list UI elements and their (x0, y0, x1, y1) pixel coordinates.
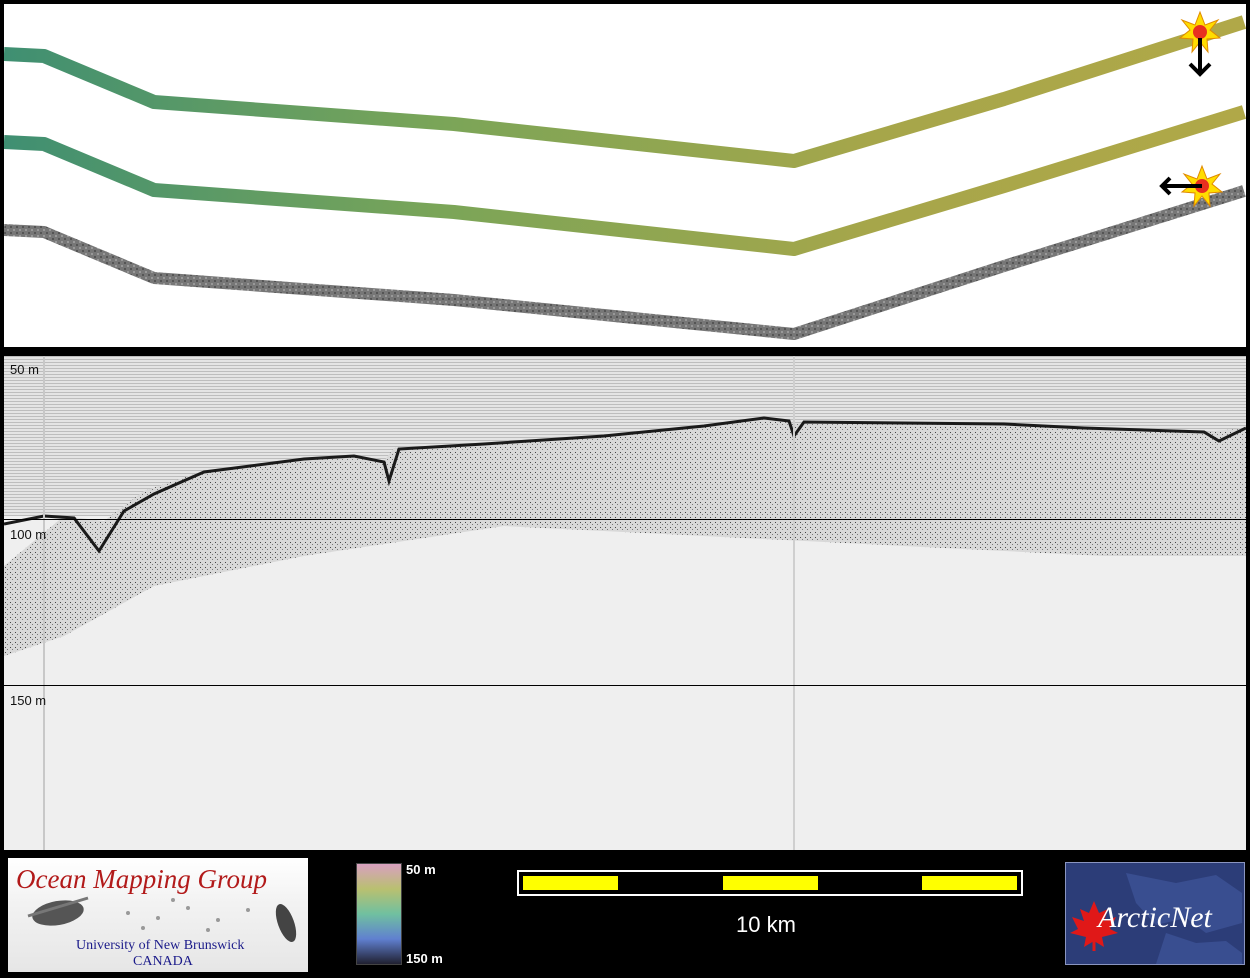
plan-view-tracks (4, 10, 1246, 340)
colorbar-bottom-label: 150 m (406, 951, 443, 966)
scale-bar (517, 870, 1023, 896)
plan-view-panel (4, 4, 1246, 347)
logo-subtitle-2: CANADA (133, 954, 193, 969)
profile-image (4, 356, 1246, 850)
depth-label-100: 100 m (10, 527, 47, 542)
arrow-down-icon (1188, 38, 1212, 77)
scale-segment (723, 876, 818, 890)
depth-label-150: 150 m (10, 693, 47, 708)
ocean-mapping-group-logo: Ocean Mapping Group University of New Br… (8, 858, 308, 972)
logo-title: Ocean Mapping Group (16, 864, 267, 894)
legend-bar: Ocean Mapping Group University of New Br… (0, 853, 1250, 978)
depth-gridline-100 (4, 519, 1246, 520)
scale-segment (523, 876, 618, 890)
depth-gridline-150 (4, 685, 1246, 686)
scale-segment (922, 876, 1017, 890)
subbottom-profile-panel: 50 m 100 m 150 m (4, 356, 1246, 850)
track-backscatter (4, 185, 1246, 340)
depth-label-50: 50 m (10, 362, 39, 377)
logo-graphic (27, 896, 297, 942)
scale-bar-label: 10 km (736, 912, 796, 937)
depth-colorbar (356, 863, 402, 965)
arrow-left-icon (1159, 176, 1202, 196)
logo-map-graphic (1070, 873, 1242, 964)
logo-subtitle-1: University of New Brunswick (76, 938, 245, 953)
seafloor-reflector (4, 416, 1246, 554)
logo-text: ArcticNet (1098, 901, 1212, 934)
arcticnet-logo: ArcticNet (1065, 862, 1245, 965)
track-green-2 (4, 105, 1246, 256)
track-green-1 (4, 15, 1246, 168)
maple-leaf-icon (1070, 901, 1118, 951)
colorbar-top-label: 50 m (406, 862, 436, 877)
